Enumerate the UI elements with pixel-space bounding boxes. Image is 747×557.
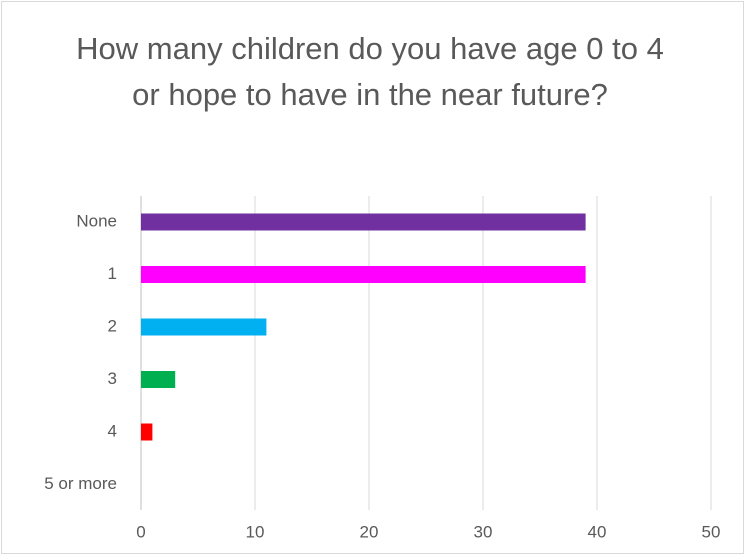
x-tick-labels: 0 10 20 30 40 50 — [136, 522, 720, 541]
category-label: 4 — [108, 421, 117, 440]
x-tick-label: 40 — [588, 522, 607, 541]
category-label: 1 — [108, 264, 117, 283]
category-label: 3 — [108, 369, 117, 388]
x-tick-label: 20 — [360, 522, 379, 541]
x-tick-label: 0 — [136, 522, 145, 541]
category-label: 2 — [108, 316, 117, 335]
bar — [141, 213, 586, 231]
x-tick-label: 10 — [246, 522, 265, 541]
x-tick-label: 30 — [474, 522, 493, 541]
category-label: None — [76, 211, 117, 230]
category-label: 5 or more — [44, 474, 117, 493]
gridlines — [140, 196, 712, 510]
bar — [141, 371, 176, 388]
bars — [141, 213, 586, 441]
bar — [141, 266, 586, 283]
bar — [141, 318, 267, 336]
bar — [141, 423, 153, 441]
category-labels: None 1 2 3 4 5 or more — [44, 211, 117, 493]
chart-title: How many children do you have age 0 to 4… — [76, 31, 664, 112]
x-tick-label: 50 — [702, 522, 721, 541]
